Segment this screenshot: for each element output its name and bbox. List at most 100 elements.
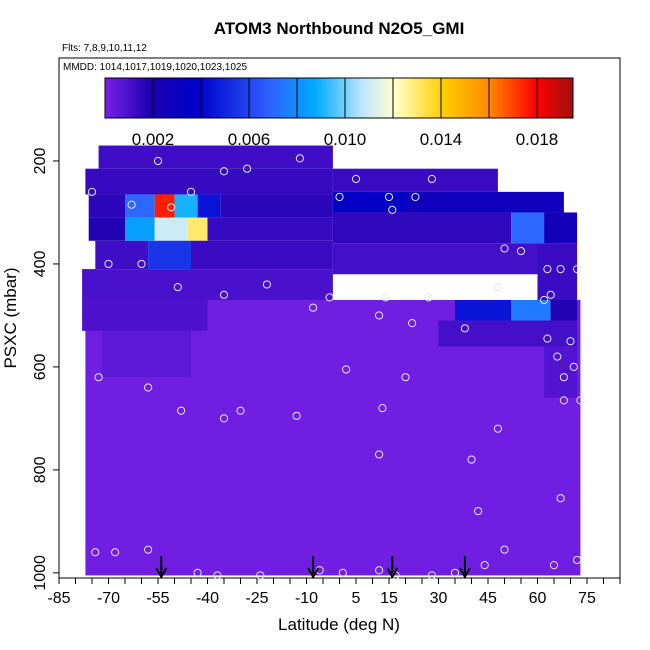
- x-tick-label: 75: [578, 590, 596, 607]
- sample-point: [500, 244, 509, 253]
- heatmap-cell: [174, 194, 198, 218]
- sample-point: [384, 192, 394, 202]
- sample-point: [500, 545, 509, 554]
- sample-point: [569, 362, 578, 372]
- flight-arrow: [386, 556, 399, 580]
- heatmap-cell: [154, 194, 175, 218]
- sample-point: [543, 264, 552, 274]
- y-tick-label: 800: [32, 456, 49, 483]
- sample-point: [493, 283, 502, 292]
- sample-point: [450, 568, 460, 577]
- colorbar-gradient: [104, 77, 574, 119]
- sample-point: [87, 187, 97, 196]
- sample-point: [411, 192, 420, 202]
- sample-point: [427, 571, 436, 580]
- sample-point: [480, 561, 489, 570]
- flight-arrow-head: [459, 567, 471, 580]
- sample-point: [549, 561, 559, 570]
- sample-point: [493, 424, 502, 433]
- sample-point: [292, 411, 301, 420]
- colorbar-tick-label: 0.018: [516, 130, 559, 149]
- sample-point: [424, 293, 433, 302]
- heatmap-cell: [332, 212, 512, 244]
- sample-point: [351, 174, 361, 184]
- sample-point: [546, 290, 555, 299]
- dates-note: MMDD: 1014,1017,1019,1020,1023,1025: [63, 62, 247, 73]
- sample-point: [144, 383, 153, 392]
- sample-point: [94, 373, 103, 382]
- x-tick-label: 15: [380, 590, 398, 607]
- sample-point: [573, 555, 582, 565]
- sample-point: [401, 373, 410, 382]
- heatmap-cell: [125, 217, 155, 241]
- sample-point: [375, 450, 384, 459]
- sample-point: [388, 205, 397, 214]
- sample-point: [559, 373, 569, 382]
- flight-arrow-head: [307, 567, 319, 580]
- heatmap-cell: [187, 217, 208, 241]
- x-tick-label: 5: [352, 590, 361, 607]
- sample-point: [167, 203, 176, 212]
- sample-point: [342, 365, 351, 374]
- x-tick-label: -70: [97, 590, 120, 607]
- sample-point: [219, 290, 229, 299]
- sample-point: [111, 548, 120, 557]
- x-tick-label: 60: [529, 590, 547, 607]
- sample-point: [144, 545, 153, 554]
- heatmap-cell: [82, 269, 333, 300]
- flight-arrow: [459, 556, 471, 580]
- colorbar-tick-label: 0.014: [420, 130, 463, 149]
- sample-point: [213, 571, 222, 580]
- heatmap-cell: [154, 217, 188, 241]
- sample-point: [408, 319, 417, 328]
- heatmap-cell: [101, 330, 191, 378]
- sample-point: [556, 494, 565, 503]
- heatmap-cell: [82, 299, 208, 331]
- flights-note: Flts: 7,8,9,10,11,12: [62, 43, 147, 54]
- colorbar-ticks: 0.002 0.006 0.010 0.014 0.018: [132, 130, 559, 149]
- colorbar-tick-label: 0.002: [132, 130, 175, 149]
- colorbar-tick-label: 0.010: [324, 130, 367, 149]
- y-tick-label: 200: [32, 148, 49, 175]
- x-axis-label: Latitude (deg N): [278, 615, 400, 634]
- sample-point: [467, 455, 476, 464]
- flight-arrows-layer: [155, 556, 471, 580]
- heatmap-cell: [207, 217, 333, 241]
- heatmap-cell: [332, 191, 406, 213]
- sample-point: [556, 264, 565, 274]
- heatmap-cell: [511, 212, 545, 244]
- flight-arrow-head: [155, 567, 168, 580]
- heatmap-cell: [332, 243, 538, 275]
- x-tick-label: -40: [196, 590, 219, 607]
- flight-arrow-head: [386, 567, 399, 580]
- heatmap-cell: [148, 240, 191, 270]
- colorbar-dividers: [152, 78, 538, 118]
- sample-point: [219, 167, 229, 176]
- heatmap-cell: [95, 240, 149, 270]
- sample-point: [173, 283, 182, 292]
- sample-point: [338, 568, 347, 577]
- x-tick-label: 30: [430, 590, 448, 607]
- sample-point: [127, 200, 136, 209]
- sample-point: [427, 174, 436, 184]
- heatmap-cell: [85, 168, 333, 195]
- y-tick-label: 1000: [32, 555, 49, 591]
- heatmap-cell: [197, 194, 221, 218]
- flight-arrow: [155, 556, 168, 580]
- sample-point: [256, 571, 265, 580]
- y-tick-label: 400: [32, 250, 49, 277]
- y-tick-label: 600: [32, 353, 49, 380]
- flight-arrow: [307, 556, 319, 580]
- sample-point: [381, 293, 390, 302]
- sample-point: [295, 154, 304, 163]
- sample-point: [516, 246, 526, 256]
- heatmap-cell: [537, 243, 578, 300]
- x-tick-label: -85: [47, 590, 70, 607]
- sample-point: [540, 295, 549, 305]
- sample-point: [104, 259, 113, 269]
- sample-point: [177, 406, 186, 415]
- heatmap-cell: [544, 346, 578, 398]
- sample-point: [325, 293, 334, 302]
- sample-point: [566, 337, 575, 346]
- heatmap-layer: [82, 145, 581, 576]
